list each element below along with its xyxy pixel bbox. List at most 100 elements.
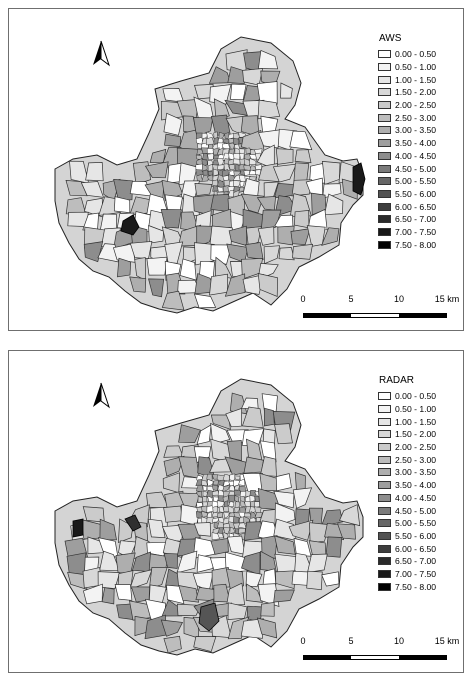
district-region [274, 535, 296, 555]
district-region [160, 619, 184, 637]
district-region-high [72, 518, 84, 538]
legend-label: 3.00 - 3.50 [395, 467, 437, 478]
district-region [177, 523, 201, 542]
legend-item: 1.00 - 1.50 [375, 73, 461, 86]
district-region [226, 582, 245, 606]
legend-swatch [378, 582, 391, 591]
legend-swatch [378, 63, 391, 72]
district-region [257, 273, 278, 298]
district-region [178, 424, 201, 443]
district-region [256, 81, 278, 105]
legend-swatch [378, 164, 391, 173]
district-map-radar [54, 378, 364, 656]
legend-swatch [378, 557, 391, 566]
district-region [222, 485, 231, 493]
legend-item: 2.50 - 3.00 [375, 453, 461, 466]
map-panel-aws: AWS 0.00 - 0.50 0.50 - 1.00 1.00 - 1.50 1.5… [8, 8, 464, 331]
legend-swatch [378, 215, 391, 224]
district-region [80, 181, 105, 198]
legend-item: 4.50 - 5.00 [375, 504, 461, 517]
north-arrow-icon [93, 40, 110, 67]
district-region [292, 243, 314, 260]
district-region [257, 226, 275, 246]
district-region-high [352, 162, 366, 196]
district-region [113, 196, 131, 214]
district-region [321, 227, 340, 246]
legend-title: AWS [379, 33, 402, 44]
district-region [238, 478, 246, 487]
legend-swatch [378, 151, 391, 160]
district-region [176, 550, 198, 574]
district-region [241, 406, 264, 429]
district-region-high [120, 214, 140, 236]
legend-swatch [378, 88, 391, 97]
district-region [256, 617, 278, 639]
legend-item: 6.00 - 6.50 [375, 200, 461, 213]
district-region [259, 472, 279, 492]
legend-label: 7.50 - 8.00 [395, 239, 437, 250]
district-region [238, 528, 246, 534]
legend-item: 0.50 - 1.00 [375, 61, 461, 74]
district-region [166, 584, 185, 605]
district-region [217, 164, 225, 170]
scale-bar-aws: 0 5 10 15 km [299, 294, 459, 324]
district-region-high [198, 602, 220, 632]
district-region [289, 130, 313, 151]
district-region [242, 274, 265, 295]
district-region [322, 183, 342, 199]
legend-swatch [378, 240, 391, 249]
legend-label: 3.50 - 4.00 [395, 138, 437, 149]
legend-label: 2.00 - 2.50 [395, 100, 437, 111]
legend-label: 5.00 - 5.50 [395, 518, 437, 529]
district-map-aws [54, 36, 366, 314]
legend-swatch [378, 430, 391, 439]
district-region [114, 584, 133, 601]
district-region [262, 568, 277, 587]
district-region [101, 587, 115, 605]
district-region [234, 506, 241, 514]
district-region [193, 636, 217, 653]
legend-label: 5.50 - 6.00 [395, 530, 437, 541]
legend-item: 1.50 - 2.00 [375, 86, 461, 99]
district-region [325, 536, 343, 558]
district-region [129, 569, 153, 590]
legend-item: 2.00 - 2.50 [375, 99, 461, 112]
district-region [202, 153, 208, 161]
district-region [223, 511, 230, 519]
legend-item: 1.50 - 2.00 [375, 428, 461, 441]
legend-label: 7.50 - 8.00 [395, 581, 437, 592]
district-region [275, 570, 296, 590]
legend-swatch [378, 126, 391, 135]
district-region [176, 571, 199, 591]
district-region [238, 174, 247, 182]
legend-label: 3.50 - 4.00 [395, 480, 437, 491]
legend-item: 3.50 - 4.00 [375, 137, 461, 150]
district-region [164, 241, 184, 264]
district-region [144, 161, 169, 179]
district-region [294, 210, 310, 229]
legend-item: 2.50 - 3.00 [375, 111, 461, 124]
district-region [245, 583, 263, 603]
district-region [209, 273, 228, 296]
district-region [196, 225, 216, 248]
district-region [210, 537, 229, 555]
district-region [210, 422, 231, 445]
district-region [209, 458, 232, 473]
legend-item: 7.50 - 8.00 [375, 580, 461, 593]
legend-label: 1.00 - 1.50 [395, 74, 437, 85]
district-region [163, 455, 185, 477]
district-region [263, 245, 281, 265]
legend-label: 5.50 - 6.00 [395, 188, 437, 199]
scale-label: 15 km [434, 294, 460, 304]
district-region [223, 480, 231, 487]
legend-swatch [378, 189, 391, 198]
district-region [206, 148, 215, 155]
district-region [245, 571, 263, 588]
legend-label: 1.50 - 2.00 [395, 429, 437, 440]
legend-label: 2.50 - 3.00 [395, 454, 437, 465]
district-region [234, 475, 241, 481]
district-region [233, 170, 241, 177]
legend-title: RADAR [379, 375, 415, 386]
legend-item: 7.00 - 7.50 [375, 226, 461, 239]
legend-swatch [378, 101, 391, 110]
